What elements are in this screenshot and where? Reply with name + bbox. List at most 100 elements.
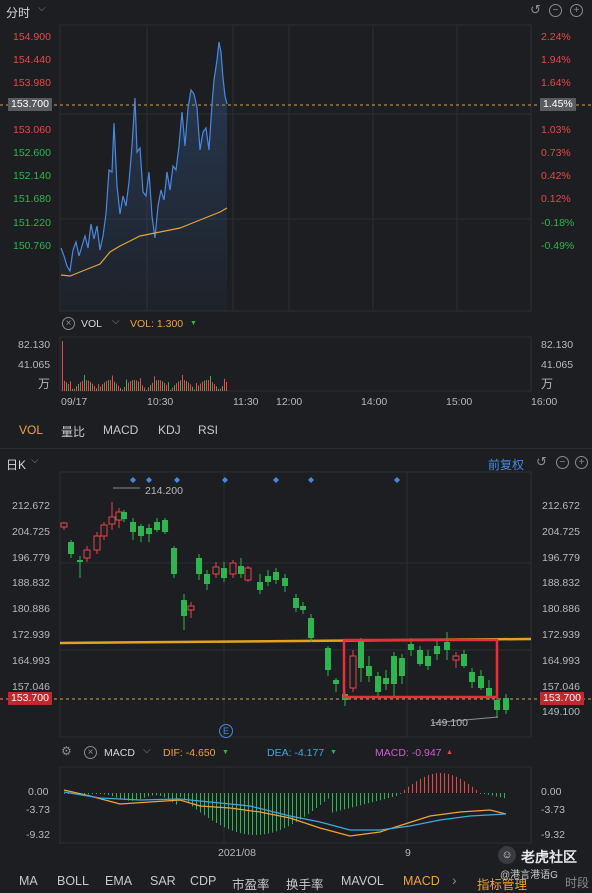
macd-bar — [156, 793, 157, 796]
macd-bar — [120, 793, 121, 799]
tab-vol[interactable]: VOL — [19, 423, 44, 437]
candle-body — [478, 676, 484, 688]
volume-bar — [152, 382, 153, 391]
indicator-manage-button[interactable]: 指标管理 — [477, 878, 528, 892]
low-price-label: 149.100 — [430, 717, 468, 729]
tab-volume-ratio[interactable]: 量比 — [61, 425, 86, 439]
macd-bar — [172, 793, 173, 803]
adjust-mode[interactable]: 前复权 — [488, 458, 525, 472]
macd-bar — [200, 793, 201, 813]
zoom-out-icon[interactable]: − — [549, 4, 562, 17]
bottom-tab-pe[interactable]: 市盈率 — [232, 878, 270, 892]
bottom-tab-boll[interactable]: BOLL — [57, 874, 89, 888]
macd-bar — [336, 793, 337, 812]
chevron-down-icon[interactable]: ⌵ — [112, 316, 120, 327]
event-marker — [146, 477, 152, 483]
macd-bar — [504, 793, 505, 799]
bottom-tab-cdp[interactable]: CDP — [190, 874, 217, 888]
price-tick: 164.993 — [12, 654, 50, 667]
candle-body — [204, 574, 210, 584]
macd-bar — [228, 793, 229, 830]
macd-bar — [364, 793, 365, 805]
pct-tick: 1.94% — [541, 54, 571, 67]
volume-bar — [64, 380, 65, 391]
candle-body — [469, 672, 475, 682]
undo-icon[interactable]: ↺ — [530, 2, 541, 17]
bottom-tab-macd[interactable]: MACD — [403, 874, 440, 888]
volume-bar — [134, 380, 135, 391]
macd-bar — [272, 793, 273, 833]
macd-bar — [392, 793, 393, 798]
vol-label[interactable]: VOL — [81, 318, 103, 330]
volume-bar — [158, 380, 159, 391]
undo-icon[interactable]: ↺ — [536, 454, 547, 469]
macd-bar — [456, 776, 457, 793]
earnings-event-icon[interactable]: E — [219, 724, 233, 738]
macd-bar — [300, 793, 301, 820]
intraday-chart[interactable] — [0, 24, 592, 314]
volume-bar — [116, 383, 117, 391]
daily-title[interactable]: 日K — [6, 458, 27, 472]
macd-bar — [452, 775, 453, 793]
candle-body — [383, 678, 389, 684]
macd-bar — [448, 773, 449, 793]
volume-bar — [176, 383, 177, 391]
chevron-down-icon[interactable]: ⌵ — [31, 455, 39, 466]
price-tick: 153.060 — [13, 123, 51, 136]
volume-bar — [170, 389, 171, 391]
price-tick-right: 180.886 — [542, 603, 580, 616]
zoom-in-icon[interactable]: + — [570, 4, 583, 17]
volume-bar — [178, 381, 179, 391]
volume-bar — [204, 380, 205, 391]
candle-body — [146, 528, 152, 534]
candle-body — [494, 700, 500, 710]
bottom-tab-sar[interactable]: SAR — [150, 874, 176, 888]
settings-icon[interactable]: ⚙ — [61, 744, 72, 758]
period-button[interactable]: 时段 — [565, 876, 590, 890]
macd-bar — [308, 793, 309, 814]
candle-body — [68, 542, 74, 554]
volume-bar — [132, 380, 133, 391]
bottom-tab-mavol[interactable]: MAVOL — [341, 874, 384, 888]
macd-bar — [500, 793, 501, 798]
price-tick: 151.220 — [13, 216, 51, 229]
macd-bar — [100, 793, 101, 794]
volume-bar — [114, 381, 115, 391]
pct-tick: 0.73% — [541, 147, 571, 159]
time-tick: 12:00 — [276, 396, 303, 408]
candle-body — [308, 618, 314, 638]
candle-body — [282, 578, 288, 586]
event-marker — [174, 477, 180, 483]
bottom-tab-ema[interactable]: EMA — [105, 874, 133, 888]
volume-bar — [196, 383, 197, 391]
macd-bar — [472, 786, 473, 793]
vol-value: VOL: 1.300 — [130, 318, 184, 330]
bottom-tab-ma[interactable]: MA — [19, 874, 38, 888]
zoom-out-icon[interactable]: − — [556, 456, 569, 469]
macd-bar — [468, 783, 469, 793]
pct-tick: 1.64% — [541, 77, 571, 90]
chevron-down-icon[interactable]: ⌵ — [38, 3, 46, 14]
candle-body — [244, 567, 252, 581]
tab-rsi[interactable]: RSI — [198, 423, 219, 437]
vol-unit: 万 — [38, 377, 51, 391]
chevron-right-icon[interactable]: › — [452, 872, 457, 888]
tab-kdj[interactable]: KDJ — [158, 423, 181, 437]
time-tick: 16:00 — [531, 396, 558, 408]
daily-kline-chart[interactable] — [0, 470, 592, 740]
zoom-in-icon[interactable]: + — [575, 456, 588, 469]
intraday-title[interactable]: 分时 — [6, 6, 31, 20]
macd-bar — [328, 793, 329, 799]
tab-macd[interactable]: MACD — [103, 423, 139, 437]
macd-bar — [188, 793, 189, 804]
close-icon[interactable]: × — [84, 746, 97, 759]
close-icon[interactable]: × — [62, 317, 75, 330]
dif-value: DIF: -4.650 — [163, 747, 216, 759]
bottom-tab-turnover[interactable]: 换手率 — [286, 878, 324, 892]
macd-label[interactable]: MACD — [104, 747, 135, 759]
price-tick-right: 157.046 — [542, 680, 580, 693]
volume-bar — [112, 375, 113, 391]
price-tick-right: 196.779 — [542, 551, 580, 564]
macd-bar — [216, 793, 217, 824]
chevron-down-icon[interactable]: ⌵ — [143, 745, 151, 756]
